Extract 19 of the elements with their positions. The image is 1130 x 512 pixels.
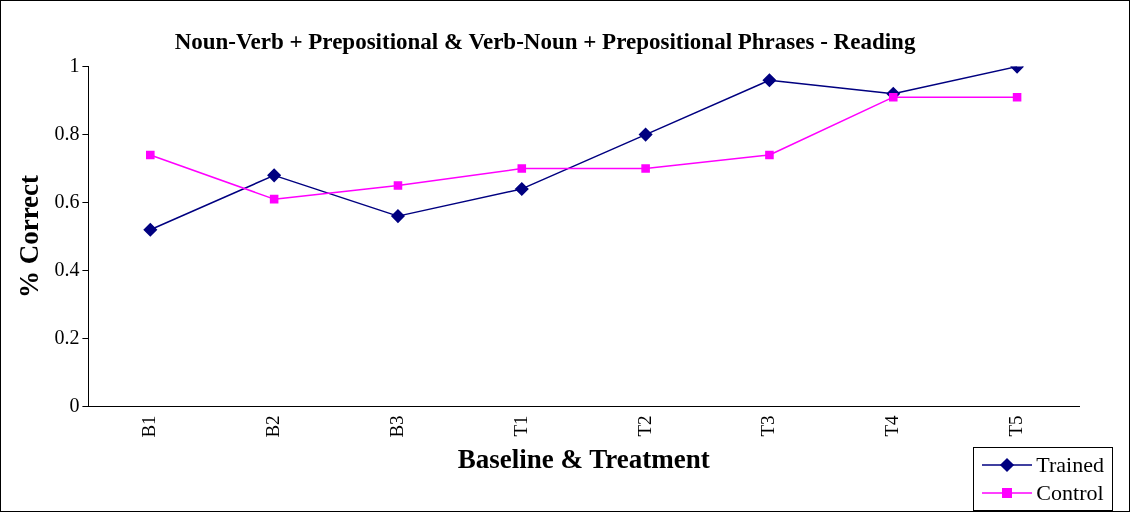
x-axis-title: Baseline & Treatment	[457, 443, 710, 474]
y-tick-label: 1	[69, 53, 80, 76]
x-tick-label: T4	[881, 414, 903, 437]
y-tick-label: 0	[69, 393, 80, 416]
x-tick-label: T2	[633, 415, 655, 437]
legend-label: Control	[1036, 480, 1104, 506]
x-tick-label: B3	[385, 415, 407, 438]
x-tick-label: T5	[1005, 415, 1027, 437]
y-tick-label: 0.6	[54, 189, 80, 212]
y-tick-label: 0.4	[54, 257, 80, 280]
y-tick-label: 0.8	[54, 121, 80, 144]
x-tick-label: T1	[509, 415, 531, 437]
x-tick-label: B1	[138, 415, 160, 438]
y-tick-label: 0.2	[54, 325, 80, 348]
legend-label: Trained	[1036, 452, 1104, 478]
x-tick-label: T3	[757, 415, 779, 437]
chart-title: Noun-Verb + Prepositional & Verb-Noun + Prepositional Phrases - Reading	[174, 28, 916, 54]
x-tick-label: B2	[262, 415, 284, 438]
y-axis-title: % Correct	[14, 174, 45, 299]
